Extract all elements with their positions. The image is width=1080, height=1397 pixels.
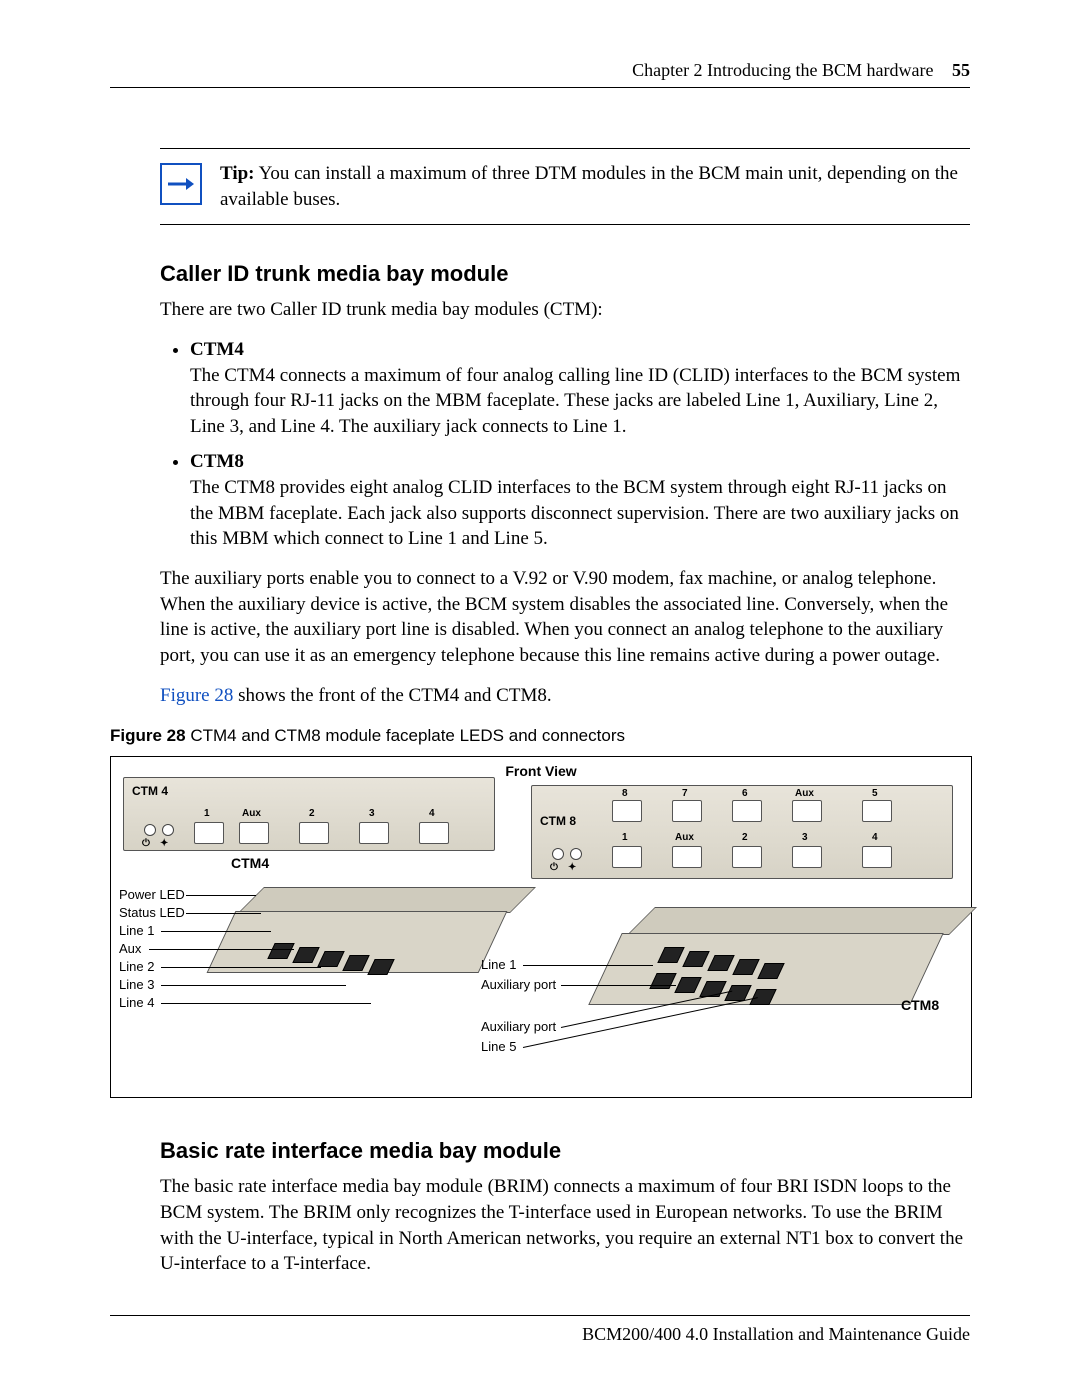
- port-label: 2: [309, 808, 315, 819]
- leader-line: [161, 985, 346, 986]
- jack-icon: [672, 846, 702, 868]
- ctm8-3d-module: [591, 907, 951, 1037]
- heading-caller-id: Caller ID trunk media bay module: [160, 261, 970, 287]
- power-led-icon: [552, 848, 564, 860]
- tip-text: Tip: You can install a maximum of three …: [220, 161, 970, 212]
- annot-line4: Line 4: [119, 995, 154, 1010]
- port-label: 5: [872, 788, 878, 799]
- ctm4-panel-label: CTM 4: [132, 784, 168, 798]
- ctm4-term: CTM4: [190, 339, 244, 360]
- annot-mid-line5: Line 5: [481, 1039, 516, 1054]
- power-symbol-icon: ⏻: [550, 862, 558, 873]
- page-footer: BCM200/400 4.0 Installation and Maintena…: [110, 1315, 970, 1345]
- heading-brim: Basic rate interface media bay module: [160, 1138, 970, 1164]
- annot-status-led: Status LED: [119, 905, 185, 920]
- figure-reference: Figure 28 shows the front of the CTM4 an…: [160, 683, 970, 709]
- annot-line2: Line 2: [119, 959, 154, 974]
- list-item: CTM4 The CTM4 connects a maximum of four…: [190, 337, 970, 440]
- power-symbol-icon: ⏻: [142, 838, 150, 849]
- leader-line: [149, 949, 294, 950]
- port-label: Aux: [795, 788, 814, 799]
- chapter-title: Chapter 2 Introducing the BCM hardware: [632, 60, 933, 80]
- port-label: 4: [429, 808, 435, 819]
- status-symbol-icon: ✦: [568, 862, 576, 873]
- ctm4-panel: CTM 4 ⏻ ✦ 1 Aux 2 3 4: [123, 777, 495, 851]
- leader-line: [161, 1003, 371, 1004]
- jack-icon: [612, 800, 642, 822]
- figure-28-diagram: Front View CTM 4 ⏻ ✦ 1 Aux 2 3 4 CTM 8 ⏻: [110, 756, 972, 1098]
- brim-paragraph: The basic rate interface media bay modul…: [160, 1174, 970, 1277]
- figure-caption: Figure 28 CTM4 and CTM8 module faceplate…: [110, 726, 970, 746]
- status-symbol-icon: ✦: [160, 838, 168, 849]
- jack-icon: [612, 846, 642, 868]
- leader-line: [186, 913, 261, 914]
- annot-mid-auxport2: Auxiliary port: [481, 1019, 556, 1034]
- arrow-right-icon: [160, 163, 202, 205]
- jack-icon: [732, 800, 762, 822]
- footer-text: BCM200/400 4.0 Installation and Maintena…: [582, 1324, 970, 1344]
- leader-line: [523, 965, 653, 966]
- port-label: 1: [622, 832, 628, 843]
- annot-aux: Aux: [119, 941, 141, 956]
- tip-body: You can install a maximum of three DTM m…: [220, 163, 958, 210]
- tip-label: Tip:: [220, 163, 255, 184]
- list-item: CTM8 The CTM8 provides eight analog CLID…: [190, 449, 970, 552]
- tip-callout: Tip: You can install a maximum of three …: [160, 148, 970, 225]
- port-label: 4: [872, 832, 878, 843]
- ctm8-panel-label: CTM 8: [540, 814, 576, 828]
- port-label: Aux: [675, 832, 694, 843]
- figure-link[interactable]: Figure 28: [160, 685, 233, 706]
- ctm8-term: CTM8: [190, 451, 244, 472]
- annot-line1: Line 1: [119, 923, 154, 938]
- leader-line: [161, 967, 321, 968]
- front-view-label: Front View: [505, 763, 576, 779]
- ctm4-desc: The CTM4 connects a maximum of four anal…: [190, 365, 960, 437]
- jack-icon: [792, 800, 822, 822]
- port-label: Aux: [242, 808, 261, 819]
- annot-mid-line1: Line 1: [481, 957, 516, 972]
- port-label: 3: [802, 832, 808, 843]
- jack-icon: [672, 800, 702, 822]
- jack-icon: [419, 822, 449, 844]
- jack-icon: [359, 822, 389, 844]
- status-led-icon: [570, 848, 582, 860]
- leader-line: [186, 895, 256, 896]
- leader-line: [561, 985, 676, 986]
- jack-icon: [239, 822, 269, 844]
- jack-icon: [862, 800, 892, 822]
- jack-icon: [862, 846, 892, 868]
- port-label: 2: [742, 832, 748, 843]
- jack-icon: [732, 846, 762, 868]
- ctm8-panel: CTM 8 ⏻ ✦ 8 7 6 Aux 5 1 Aux 2 3: [531, 785, 953, 879]
- ctm4-module-label: CTM4: [231, 855, 269, 871]
- port-label: 8: [622, 788, 628, 799]
- jack-icon: [792, 846, 822, 868]
- aux-paragraph: The auxiliary ports enable you to connec…: [160, 566, 970, 669]
- ctm8-desc: The CTM8 provides eight analog CLID inte…: [190, 477, 959, 549]
- status-led-icon: [162, 824, 174, 836]
- ctm4-3d-module: [211, 887, 511, 997]
- port-label: 3: [369, 808, 375, 819]
- jack-icon: [299, 822, 329, 844]
- power-led-icon: [144, 824, 156, 836]
- annot-mid-auxport: Auxiliary port: [481, 977, 556, 992]
- jack-icon: [194, 822, 224, 844]
- annot-power-led: Power LED: [119, 887, 185, 902]
- leader-line: [161, 931, 271, 932]
- figure-caption-text: CTM4 and CTM8 module faceplate LEDS and …: [186, 726, 625, 745]
- page-number: 55: [952, 60, 970, 80]
- page-header: Chapter 2 Introducing the BCM hardware 5…: [110, 60, 970, 88]
- ctm-list: CTM4 The CTM4 connects a maximum of four…: [160, 337, 970, 552]
- ctm8-module-label: CTM8: [901, 997, 939, 1013]
- port-label: 7: [682, 788, 688, 799]
- figure-label: Figure 28: [110, 726, 186, 745]
- annot-line3: Line 3: [119, 977, 154, 992]
- port-label: 1: [204, 808, 210, 819]
- caller-id-intro: There are two Caller ID trunk media bay …: [160, 297, 970, 323]
- figure-ref-rest: shows the front of the CTM4 and CTM8.: [233, 685, 551, 706]
- port-label: 6: [742, 788, 748, 799]
